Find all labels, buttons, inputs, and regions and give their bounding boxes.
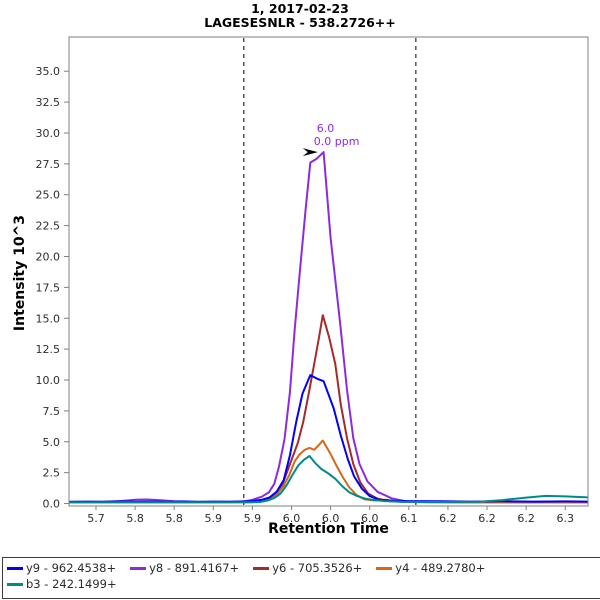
y-tick-label: 5.0	[43, 436, 61, 449]
plot-area[interactable]	[69, 37, 588, 506]
legend-label-b3: b3 - 242.1499+	[26, 577, 117, 591]
x-tick-label: 5.9	[244, 512, 262, 525]
plot-frame	[68, 36, 589, 507]
x-tick-label: 6.2	[478, 512, 496, 525]
x-tick-label: 6.3	[556, 512, 574, 525]
peak-annotation: 6.0 0.0 ppm	[314, 122, 360, 148]
legend-swatch-y9	[7, 566, 23, 570]
legend-item-b3: b3 - 242.1499+	[7, 576, 117, 592]
legend-swatch-y6	[253, 566, 270, 570]
legend-swatch-y4	[376, 566, 393, 570]
x-tick-label: 6.0	[361, 512, 379, 525]
y-tick-label: 2.5	[43, 467, 61, 480]
legend-item-y4: y4 - 489.2780+	[376, 560, 485, 576]
y-tick-label: 20.0	[36, 250, 61, 263]
x-tick-label: 5.9	[205, 512, 223, 525]
pane-title-peptide: LAGESESNLR - 538.2726++	[204, 15, 396, 30]
y-tick-label: 7.5	[43, 405, 61, 418]
x-tick-label: 6.0	[322, 512, 340, 525]
peak-annotation-arrow-icon	[302, 148, 318, 157]
y-tick-label: 10.0	[36, 374, 61, 387]
series-line-b3[interactable]	[69, 455, 588, 504]
y-tick-label: 32.5	[36, 96, 61, 109]
pane-title-replicate: 1, 2017-02-23	[251, 1, 349, 16]
peak-annotation-ppm: 0.0 ppm	[313, 135, 360, 149]
y-tick-label: 30.0	[36, 127, 61, 140]
legend-label-y4: y4 - 489.2780+	[395, 561, 486, 575]
x-tick-label: 6.1	[400, 512, 418, 525]
y-tick-label: 35.0	[36, 65, 61, 78]
y-tick-label: 15.0	[36, 312, 61, 325]
y-tick-label: 17.5	[36, 281, 61, 294]
legend-item-y8: y8 - 891.4167+	[130, 560, 239, 576]
legend-label-y8: y8 - 891.4167+	[149, 561, 240, 575]
y-tick-label: 25.0	[36, 189, 61, 202]
peak-annotation-rt: 6.0	[316, 122, 335, 136]
x-tick-label: 6.2	[517, 512, 535, 525]
x-tick-label: 5.8	[126, 512, 144, 525]
y-tick-label: 0.0	[43, 498, 61, 511]
y-axis-title: Intensity 10^3	[12, 214, 28, 332]
legend-box: y9 - 962.4538+ y8 - 891.4167+ y6 - 705.352…	[2, 557, 600, 599]
legend-item-y9: y9 - 962.4538+	[7, 560, 116, 576]
x-axis-title: Retention Time	[268, 521, 389, 537]
x-tick-label: 5.7	[87, 512, 105, 525]
x-tick-label: 6.0	[283, 512, 301, 525]
legend-swatch-b3	[7, 582, 23, 586]
legend-label-y9: y9 - 962.4538+	[26, 561, 117, 575]
y-tick-label: 27.5	[36, 158, 61, 171]
legend-swatch-y8	[130, 566, 147, 570]
legend-label-y6: y6 - 705.3526+	[272, 561, 363, 575]
legend-item-y6: y6 - 705.3526+	[253, 560, 362, 576]
y-tick-label: 12.5	[36, 343, 61, 356]
y-tick-label: 22.5	[36, 220, 61, 233]
x-tick-label: 6.2	[439, 512, 457, 525]
x-tick-label: 5.8	[165, 512, 183, 525]
